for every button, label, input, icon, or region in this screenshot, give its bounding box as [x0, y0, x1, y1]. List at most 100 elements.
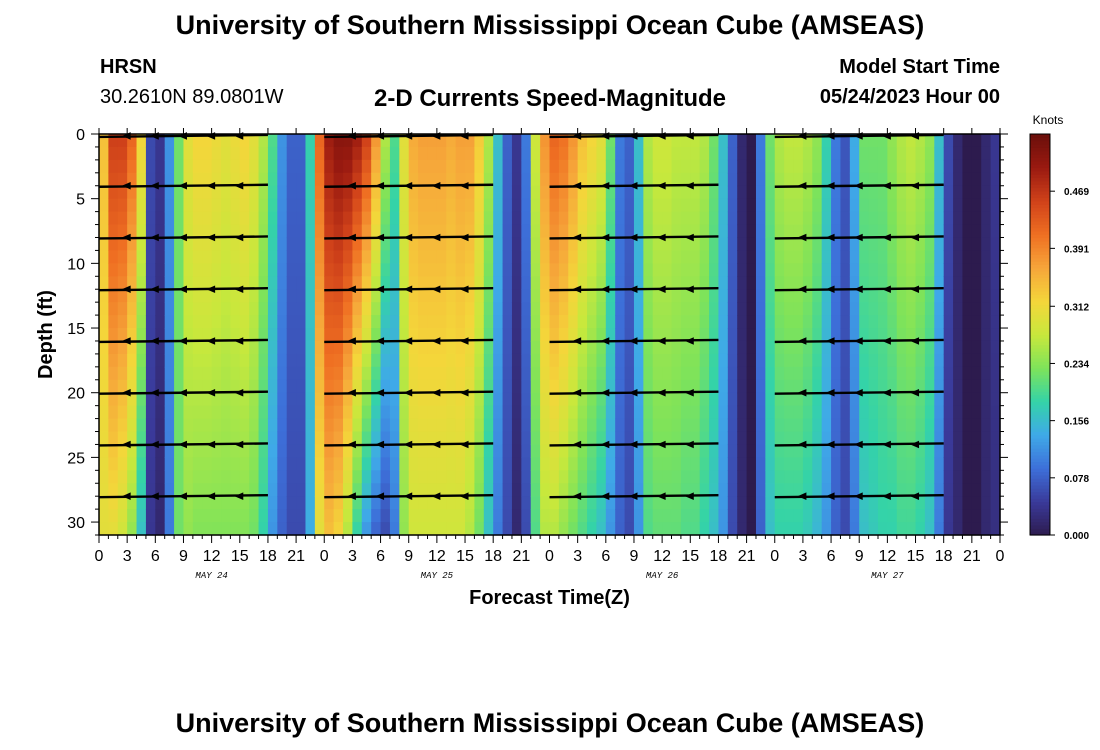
heatmap-cell: [286, 224, 297, 239]
heatmap-cell: [802, 289, 813, 303]
heatmap-cell: [943, 250, 954, 264]
heatmap-cell: [709, 405, 720, 420]
heatmap-cell: [596, 340, 607, 355]
heatmap-cell: [680, 263, 691, 277]
heatmap-cell: [737, 392, 748, 407]
heatmap-cell: [277, 224, 288, 239]
heatmap-cell: [549, 392, 560, 407]
colorbar-cell: [1030, 431, 1050, 436]
heatmap-cell: [737, 185, 748, 200]
heatmap-cell: [812, 353, 823, 368]
heatmap-cell: [436, 289, 447, 303]
heatmap-cell: [465, 509, 476, 523]
colorbar-cell: [1030, 451, 1050, 456]
heatmap-cell: [465, 134, 476, 148]
heatmap-cell: [549, 496, 560, 510]
heatmap-cell: [164, 172, 175, 187]
heatmap-cell: [802, 224, 813, 239]
heatmap-cell: [399, 146, 410, 161]
heatmap-cell: [624, 302, 635, 316]
heatmap-cell: [108, 379, 119, 394]
heatmap-cell: [183, 237, 194, 252]
heatmap-cell: [361, 509, 372, 523]
heatmap-cell: [399, 366, 410, 381]
heatmap-cell: [671, 198, 682, 213]
heatmap-cell: [258, 211, 269, 226]
heatmap-cell: [127, 237, 138, 252]
heatmap-cell: [793, 379, 804, 394]
heatmap-cell: [192, 224, 203, 239]
heatmap-cell: [727, 315, 738, 329]
current-vector-arrowhead: [882, 285, 891, 293]
heatmap-cell: [615, 224, 626, 239]
heatmap-cell: [136, 418, 147, 433]
heatmap-cell: [981, 483, 992, 497]
heatmap-cell: [155, 496, 166, 510]
heatmap-cell: [596, 457, 607, 471]
heatmap-cell: [483, 470, 494, 484]
colorbar-cell: [1030, 230, 1050, 235]
heatmap-cell: [849, 134, 860, 148]
heatmap-cell: [108, 185, 119, 200]
heatmap-cell: [784, 224, 795, 239]
heatmap-cell: [877, 159, 888, 174]
heatmap-cell: [934, 146, 945, 161]
heatmap-cell: [493, 366, 504, 381]
heatmap-cell: [361, 353, 372, 368]
heatmap-cell: [267, 431, 278, 446]
current-vector-arrowhead: [600, 181, 610, 190]
heatmap-cell: [971, 159, 982, 174]
heatmap-cell: [352, 289, 363, 303]
colorbar-cell: [1030, 144, 1050, 148]
heatmap-cell: [418, 483, 429, 497]
heatmap-cell: [633, 418, 644, 433]
heatmap-cell: [408, 379, 419, 394]
heatmap-cell: [887, 444, 898, 458]
heatmap-cell: [183, 431, 194, 446]
heatmap-cell: [793, 263, 804, 277]
heatmap-cell: [784, 185, 795, 200]
colorbar-cell: [1030, 177, 1050, 182]
heatmap-cell: [192, 159, 203, 174]
heatmap-cell: [605, 224, 616, 239]
heatmap-cell: [296, 379, 307, 394]
heatmap-cell: [746, 379, 757, 394]
heatmap-cell: [502, 159, 513, 174]
heatmap-cell: [267, 159, 278, 174]
heatmap-cell: [145, 185, 156, 200]
heatmap-cell: [277, 276, 288, 290]
heatmap-cell: [511, 185, 522, 200]
heatmap-cell: [765, 379, 776, 394]
heatmap-cell: [981, 172, 992, 187]
heatmap-cell: [164, 328, 175, 342]
heatmap-cell: [108, 457, 119, 471]
heatmap-cell: [924, 224, 935, 239]
current-vector-arrowhead: [375, 285, 385, 293]
heatmap-cell: [671, 134, 682, 148]
heatmap-cell: [352, 315, 363, 329]
heatmap-cell: [286, 392, 297, 407]
heatmap-cell: [859, 263, 870, 277]
heatmap-cell: [587, 366, 598, 381]
heatmap-cell: [821, 444, 832, 458]
heatmap-cell: [671, 224, 682, 239]
heatmap-cell: [455, 483, 466, 497]
heatmap-cell: [540, 379, 551, 394]
heatmap-cell: [558, 444, 569, 458]
heatmap-cell: [155, 146, 166, 161]
colorbar-cell: [1030, 210, 1050, 215]
heatmap-cell: [906, 379, 917, 394]
heatmap-cell: [633, 134, 644, 148]
heatmap-cell: [455, 146, 466, 161]
heatmap-cell: [962, 405, 973, 420]
station-coordinates: 30.2610N 89.0801W: [100, 86, 284, 108]
heatmap-cell: [727, 211, 738, 226]
heatmap-cell: [906, 315, 917, 329]
heatmap-cell: [399, 418, 410, 433]
heatmap-cell: [953, 509, 964, 523]
heatmap-cell: [859, 405, 870, 420]
heatmap-cell: [671, 146, 682, 161]
heatmap-cell: [371, 250, 382, 264]
heatmap-cell: [192, 263, 203, 277]
heatmap-cell: [558, 263, 569, 277]
